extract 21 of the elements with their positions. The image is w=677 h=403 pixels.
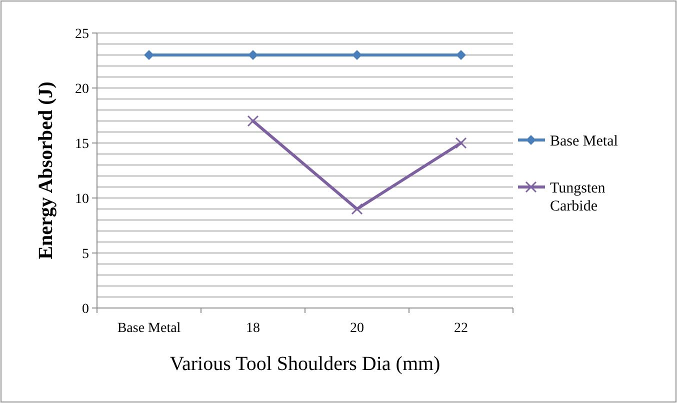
- legend-label: Tungsten Carbide: [550, 180, 606, 214]
- x-tick-label: 18: [246, 321, 260, 336]
- point: [456, 50, 466, 60]
- x-tick-label: 22: [454, 321, 468, 336]
- y-tick-label: 20: [75, 82, 89, 97]
- y-tick-label: 15: [75, 136, 89, 152]
- point: [351, 203, 363, 215]
- point: [455, 137, 467, 149]
- y-axis-title: Energy Absorbed (J): [35, 82, 57, 260]
- x-axis-title: Various Tool Shoulders Dia (mm): [170, 353, 440, 375]
- legend-label: Base Metal: [550, 133, 618, 150]
- y-tick-label: 0: [82, 302, 89, 317]
- y-tick-label: 10: [75, 192, 89, 207]
- point: [352, 50, 362, 60]
- y-tick-label: 25: [75, 26, 89, 42]
- point: [248, 50, 258, 60]
- point: [247, 115, 259, 127]
- x-tick-label: Base Metal: [117, 321, 181, 336]
- x-tick-label: 20: [350, 321, 364, 336]
- point: [144, 50, 154, 60]
- y-tick-label: 5: [82, 246, 89, 262]
